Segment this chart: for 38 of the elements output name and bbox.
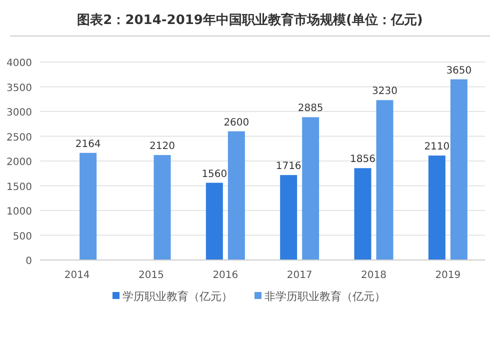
bar	[206, 182, 223, 260]
bar	[302, 117, 320, 260]
bar	[428, 156, 446, 260]
y-tick-label: 4000	[6, 58, 32, 69]
bar	[228, 131, 245, 260]
data-label: 3650	[446, 65, 472, 76]
y-tick-label: 2500	[6, 132, 32, 144]
chart-title: 图表2：2014-2019年中国职业教育市场规模(单位：亿元)	[77, 12, 423, 28]
data-label: 1856	[350, 154, 376, 166]
x-tick-label: 2015	[138, 270, 164, 281]
data-label: 1716	[276, 161, 302, 172]
x-tick-label: 2018	[361, 270, 386, 281]
y-tick-label: 1500	[6, 182, 32, 193]
bar	[450, 79, 468, 260]
x-tick-label: 2019	[435, 270, 461, 281]
data-label: 2110	[424, 142, 450, 153]
bar	[376, 100, 394, 260]
x-tick-label: 2014	[64, 270, 90, 281]
y-tick-label: 0	[26, 256, 32, 267]
x-tick-label: 2016	[212, 270, 238, 281]
y-tick-label: 500	[12, 231, 32, 242]
y-tick-label: 3500	[6, 82, 32, 94]
bar	[154, 155, 171, 260]
y-tick-label: 2000	[6, 157, 32, 168]
bar	[280, 175, 298, 260]
data-label: 1560	[202, 168, 228, 180]
data-label: 2120	[150, 141, 175, 152]
x-tick-label: 2017	[286, 270, 312, 281]
data-label: 2600	[224, 117, 250, 128]
legend-label: 非学历职业教育（亿元）	[264, 290, 386, 303]
y-tick-label: 3000	[6, 108, 32, 118]
bar	[80, 152, 97, 260]
data-label: 2164	[75, 138, 101, 150]
data-label: 3230	[372, 86, 398, 98]
y-tick-label: 1000	[6, 206, 32, 218]
legend-label: 学历职业教育（亿元）	[122, 290, 232, 303]
bar	[354, 168, 372, 260]
data-label: 2885	[298, 103, 324, 114]
